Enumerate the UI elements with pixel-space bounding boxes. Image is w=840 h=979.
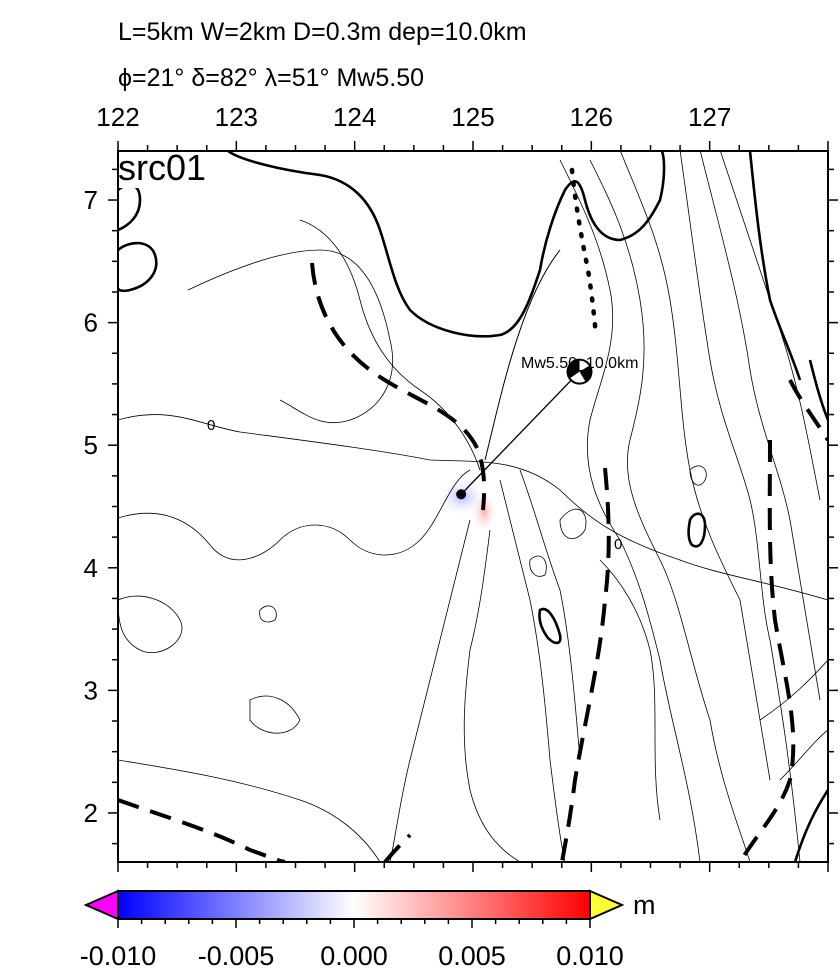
y-tick-label: 7 [84,185,98,215]
colorbar-under-triangle [83,889,119,921]
colorbar-tick-label: -0.005 [198,941,275,971]
map-contents: 0 0 Mw5.50_10.0km [118,151,828,862]
colorbar: m -0.010 -0.005 0.000 0.005 0.010 [80,889,656,971]
x-tick-label: 124 [333,102,376,132]
x-tick-label: 125 [451,102,494,132]
source-parameters-title: L=5km W=2km D=0.3m dep=10.0km [118,18,527,46]
coastlines [118,151,828,862]
colorbar-tick-label: 0.000 [320,941,388,971]
dotted-boundary [569,167,599,338]
y-axis: 7 6 5 4 3 2 [84,168,838,845]
x-tick-label: 123 [215,102,258,132]
trench-lines [118,262,828,862]
colorbar-unit: m [633,890,656,920]
y-tick-label: 3 [84,675,98,705]
y-tick-label: 4 [84,553,98,583]
uplift-lobe [470,490,498,534]
x-tick-label: 127 [688,102,731,132]
event-label: Mw5.50_10.0km [521,355,638,372]
event-connector-line [460,371,580,495]
panel-label-bg [110,146,224,188]
focal-mechanism-beachball [566,358,593,385]
colorbar-ticks: -0.010 -0.005 0.000 0.005 0.010 [80,919,624,971]
x-axis: 122 123 124 125 126 127 [96,102,829,872]
contour-label: 0 [207,417,215,434]
x-tick-label: 122 [96,102,139,132]
y-tick-label: 6 [84,308,98,338]
epicenter-marker [456,489,467,500]
mechanism-parameters-title: ϕ=21° δ=82° λ=51° Mw5.50 [118,64,425,92]
colorbar-over-triangle [589,889,625,921]
colorbar-tick-label: -0.010 [80,941,157,971]
colorbar-tick-label: 0.010 [556,941,624,971]
panel-label: src01 [118,147,206,188]
bathymetry-contours [118,151,828,862]
colorbar-gradient [117,890,591,920]
contour-label: 0 [614,536,622,553]
y-tick-label: 2 [84,798,98,828]
boundary-line [484,249,561,461]
x-tick-label: 126 [570,102,613,132]
y-tick-label: 5 [84,430,98,460]
colorbar-tick-label: 0.005 [438,941,506,971]
